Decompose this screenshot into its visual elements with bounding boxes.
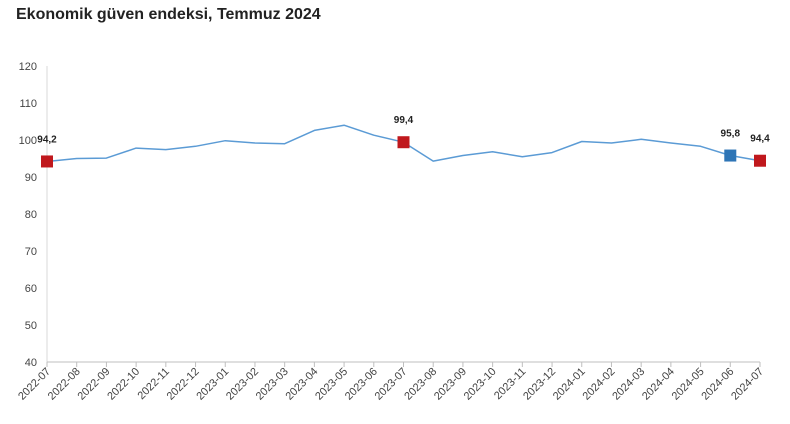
x-tick-label: 2023-10	[462, 366, 499, 403]
marker-group: 94,2 99,4 95,8 94,4	[37, 115, 770, 168]
data-label: 94,4	[750, 134, 770, 145]
y-tick-label: 70	[25, 246, 37, 258]
data-label: 94,2	[37, 134, 57, 145]
y-tick-label: 120	[19, 61, 37, 73]
y-tick-label: 80	[25, 209, 37, 221]
y-tick-label: 50	[25, 320, 37, 332]
y-axis: 40 50 60 70 80 90 100 110 120	[19, 61, 48, 369]
chart-title: Ekonomik güven endeksi, Temmuz 2024	[16, 6, 321, 23]
y-tick-label: 100	[19, 135, 37, 147]
data-point-marker	[41, 155, 53, 168]
y-tick-label: 90	[25, 172, 37, 184]
data-point-marker	[397, 136, 410, 149]
x-tick-label: 2024-07	[729, 366, 766, 403]
x-tick-label: 2022-10	[105, 366, 142, 403]
data-point-marker	[724, 149, 737, 162]
data-label: 99,4	[394, 115, 414, 126]
x-axis: 2022-072022-082022-092022-102022-112022-…	[16, 361, 766, 403]
y-tick-label: 60	[25, 283, 37, 295]
y-tick-label: 110	[19, 98, 37, 110]
data-label: 95,8	[721, 129, 741, 140]
y-tick-label: 40	[25, 357, 37, 369]
data-point-marker	[754, 154, 766, 167]
